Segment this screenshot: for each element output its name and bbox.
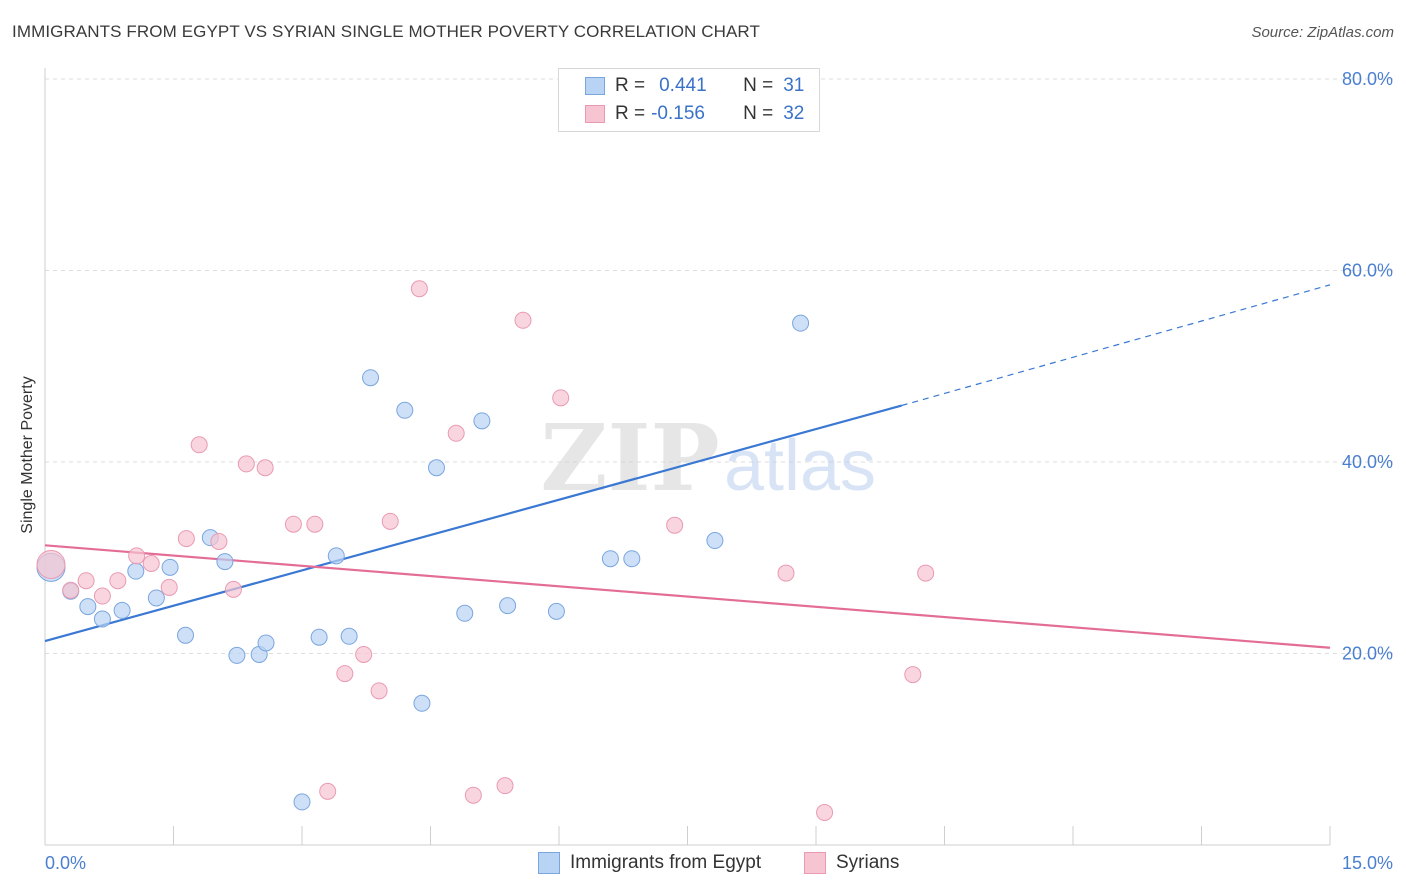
egypt-point [706, 532, 724, 550]
egypt-point [113, 601, 131, 619]
egypt-point [161, 558, 179, 576]
syria-point [370, 682, 388, 700]
data-points [36, 280, 935, 821]
egypt-point [257, 634, 275, 652]
syria-point [410, 280, 428, 298]
syria-point [128, 547, 146, 565]
syria-point [160, 578, 178, 596]
legend-label-egypt: Immigrants from Egypt [570, 852, 762, 873]
syria-point [177, 530, 195, 548]
syria-point [381, 512, 399, 530]
syria-point [777, 564, 795, 582]
egypt-point [396, 401, 414, 419]
egypt-point [499, 597, 517, 615]
egypt-point [176, 626, 194, 644]
egypt-point [547, 602, 565, 620]
egypt-point [601, 550, 619, 568]
syria-point [256, 459, 274, 477]
syria-swatch [804, 852, 826, 874]
egypt-point [623, 550, 641, 568]
syria-point [464, 786, 482, 804]
watermark-zip: ZIP [540, 404, 719, 512]
tick-labels: 20.0% 40.0% 60.0% 80.0% 0.0% 15.0% [45, 69, 1393, 873]
syria-swatch [585, 105, 605, 123]
egypt-trend-line [44, 404, 902, 643]
watermark-atlas: atlas [724, 426, 876, 506]
syria-point [62, 581, 80, 599]
syria-point [306, 515, 324, 533]
egypt-point [127, 562, 145, 580]
watermark: ZIP atlas [540, 404, 876, 512]
egypt-point [473, 412, 491, 430]
egypt-point [792, 314, 810, 332]
syria-point [237, 455, 255, 473]
egypt-point [413, 694, 431, 712]
grid-lines [45, 78, 1395, 654]
egypt-point [79, 598, 97, 616]
legend-item-syria: Syrians [804, 852, 899, 874]
y-tick-label: 80.0% [1342, 69, 1393, 89]
egypt-swatch [538, 852, 560, 874]
n-label: N = [743, 75, 774, 96]
egypt-point [93, 610, 111, 628]
legend-row-egypt: R = 0.441 N = 31 [585, 74, 804, 98]
syria-point [210, 532, 228, 550]
legend-item-egypt: Immigrants from Egypt [538, 852, 761, 874]
syria-point [93, 587, 111, 605]
source-credit: Source: ZipAtlas.com [1251, 24, 1394, 41]
r-label: R = [615, 103, 646, 124]
syria-point [336, 665, 354, 683]
x-tick-label: 0.0% [45, 853, 86, 873]
legend-row-syria: R = -0.156 N = 32 [585, 102, 804, 126]
syria-point [142, 554, 160, 572]
syria-point [77, 572, 95, 590]
syria-point [904, 666, 922, 684]
egypt-point [293, 793, 311, 811]
syria-point [447, 424, 465, 442]
syria-point [319, 782, 337, 800]
syria-point [917, 564, 935, 582]
egypt-point [340, 627, 358, 645]
egypt-point [147, 589, 165, 607]
syria-point [36, 549, 66, 579]
r-value: -0.156 [651, 103, 705, 124]
x-tick-label: 15.0% [1342, 853, 1393, 873]
n-value: 31 [783, 75, 805, 96]
y-tick-label: 20.0% [1342, 644, 1393, 664]
egypt-trend-extension [901, 284, 1331, 407]
syria-point [109, 572, 127, 590]
egypt-point [327, 547, 345, 565]
syria-point [190, 436, 208, 454]
y-tick-label: 60.0% [1342, 261, 1393, 281]
syria-point [514, 311, 532, 329]
syria-point [552, 389, 570, 407]
syria-point [496, 777, 514, 795]
chart-title: IMMIGRANTS FROM EGYPT VS SYRIAN SINGLE M… [12, 22, 760, 41]
y-tick-label: 40.0% [1342, 452, 1393, 472]
syria-point [816, 803, 834, 821]
legend-label-syria: Syrians [836, 852, 900, 873]
egypt-point [216, 553, 234, 571]
egypt-point [427, 459, 445, 477]
egypt-swatch [585, 77, 605, 95]
egypt-point [362, 369, 380, 387]
syria-trend-line [44, 544, 1331, 649]
syria-point [666, 516, 684, 534]
egypt-point [456, 604, 474, 622]
trend-lines [44, 284, 1331, 649]
egypt-point [228, 646, 246, 664]
syria-point [284, 515, 302, 533]
egypt-point [310, 628, 328, 646]
n-label: N = [743, 103, 774, 124]
stats-legend: R = 0.441 N = 31 R = -0.156 N = 32 [558, 68, 820, 132]
syria-point [355, 645, 373, 663]
n-value: 32 [783, 103, 805, 124]
syria-point [224, 580, 242, 598]
r-value: 0.441 [659, 75, 707, 96]
axes [44, 68, 1331, 846]
r-label: R = [615, 75, 646, 96]
